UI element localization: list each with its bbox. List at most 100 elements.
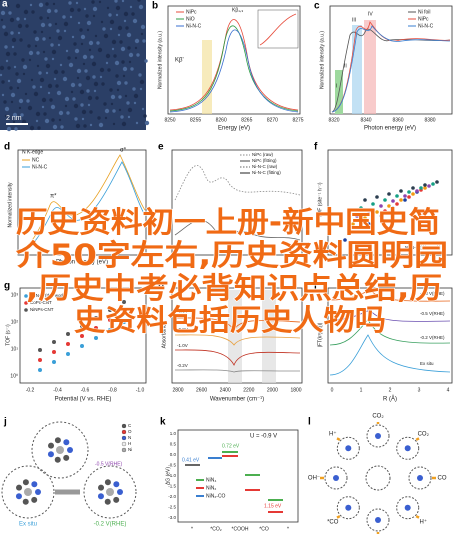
plot-frame: [327, 287, 453, 384]
legend-label: Ni: [128, 447, 132, 452]
point: [80, 324, 84, 328]
atom: [54, 437, 61, 444]
curve: [174, 317, 301, 331]
texture-dot: [42, 37, 46, 41]
curve: [329, 289, 451, 302]
texture-dot: [37, 126, 41, 130]
texture-dot: [51, 57, 55, 61]
curve: [169, 19, 299, 111]
texture-dot: [128, 52, 134, 58]
point: [94, 326, 98, 330]
scale-label: 2 nm: [6, 115, 22, 122]
texture-dot: [126, 101, 130, 105]
texture-dot: [47, 91, 51, 95]
atom: [15, 493, 22, 500]
atom: [31, 481, 38, 488]
texture-dot: [42, 50, 46, 54]
texture-dot: [36, 64, 40, 68]
y-tick-label: -0.5: [168, 463, 176, 468]
point: [391, 199, 395, 203]
legend-label: Ni-N-C: [186, 23, 202, 29]
panel-label: k: [160, 417, 166, 428]
point: [347, 230, 351, 234]
curve: [19, 154, 146, 251]
texture-dot: [64, 104, 68, 108]
texture-dot: [110, 94, 116, 100]
texture-dot: [107, 68, 111, 72]
atoms: [15, 437, 123, 505]
texture-dot: [120, 115, 124, 119]
legend-swatch: [121, 423, 127, 429]
texture-dot: [86, 89, 90, 93]
legend-label: Ni-N-C: [418, 23, 434, 29]
texture-dot: [90, 55, 94, 59]
panel-label: l: [308, 417, 311, 428]
atom: [106, 488, 114, 496]
curve: [329, 309, 451, 322]
texture-dot: [125, 26, 129, 30]
x-tick-label: *CO: [259, 526, 269, 532]
atom: [375, 433, 381, 439]
y-tick-label: 10⁰: [10, 373, 18, 379]
texture-dot: [10, 92, 16, 98]
annotation: π*: [50, 194, 57, 200]
texture-dot: [91, 0, 95, 4]
y-tick-label: -2.5: [168, 505, 176, 510]
texture-dot: [43, 112, 47, 116]
legend-label: NiO: [186, 16, 195, 22]
x-tick-label: -1.0: [136, 387, 145, 393]
atom: [404, 445, 411, 452]
texture-dot: [9, 86, 13, 90]
curve: [174, 219, 301, 241]
center-molecule: [365, 465, 391, 491]
texture-dot: [112, 109, 116, 113]
texture-dot: [1, 93, 5, 97]
texture-dot: [62, 76, 68, 82]
texture-dot: [34, 36, 40, 42]
atom: [63, 454, 70, 461]
texture-dot: [119, 40, 123, 44]
curve-label: -0.2 V(RHE): [420, 335, 445, 340]
texture-dot: [16, 78, 22, 84]
point: [423, 183, 427, 187]
texture-dot: [44, 118, 50, 124]
texture-dot: [102, 27, 106, 31]
atom: [98, 484, 105, 491]
condition-label: -0.2 V(RHE): [94, 522, 127, 528]
texture-dot: [23, 9, 29, 15]
texture-dot: [81, 117, 85, 121]
point: [427, 184, 431, 188]
panel-label: c: [314, 1, 320, 12]
annotation: I: [336, 83, 337, 89]
point: [371, 202, 375, 206]
texture-dot: [4, 114, 8, 118]
texture-dot: [69, 15, 73, 19]
legend-label: NC: [32, 157, 40, 163]
texture-dot: [10, 100, 14, 104]
texture-dot: [77, 8, 81, 12]
curve-label: -0.5 V(RHE): [420, 311, 445, 316]
point: [122, 310, 126, 314]
texture-dot: [18, 98, 24, 104]
legend-swatch: [24, 294, 28, 298]
x-tick-label: 8320: [328, 117, 339, 123]
texture-dot: [92, 6, 98, 12]
texture-dot: [12, 112, 18, 118]
texture-dot: [35, 119, 39, 123]
atom: [24, 488, 32, 496]
y-axis-label: Normalized intensity (a.u.): [319, 31, 325, 89]
texture-dot: [78, 83, 82, 87]
point: [80, 344, 84, 348]
atom: [113, 496, 120, 503]
texture-dot: [82, 54, 88, 60]
texture-dot: [39, 77, 45, 83]
condition-label: Ex situ: [19, 522, 37, 528]
texture-dot: [144, 120, 150, 126]
texture-dot: [73, 103, 79, 109]
texture-dot: [15, 72, 19, 76]
texture-dot: [23, 17, 27, 21]
point: [108, 308, 112, 312]
texture-dot: [16, 86, 20, 90]
plot-frame: [327, 149, 453, 256]
point: [407, 190, 411, 194]
